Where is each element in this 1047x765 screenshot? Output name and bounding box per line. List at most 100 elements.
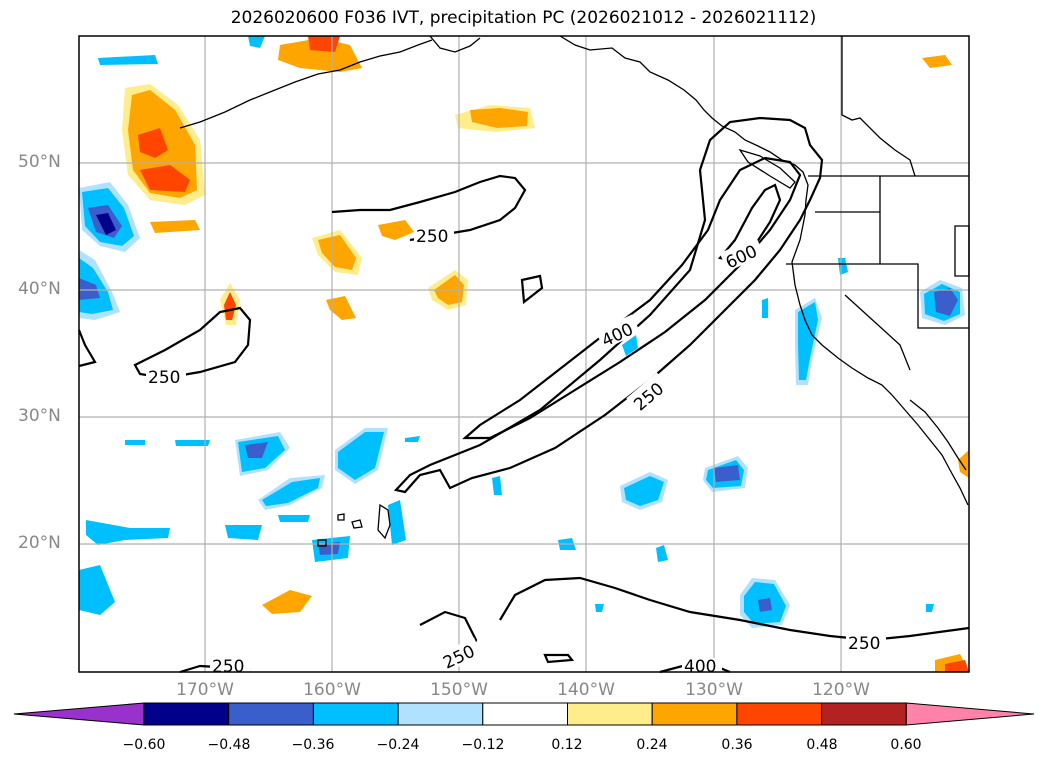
alaska-bc-border [841,36,916,177]
positive-patch [326,296,356,320]
colorbar-segment [821,702,907,726]
positive-patch [958,450,969,478]
colorbar-tick-label: −0.12 [461,737,505,753]
lon-label-150w: 150°W [430,680,488,700]
ivt-contour-250 [543,653,575,664]
negative-patch [926,604,934,612]
lon-label-120w: 120°W [812,680,870,700]
hawaii-island [337,513,345,521]
ivt-contour-250 [331,174,527,242]
negative-patch [798,302,818,380]
ivt-contour-250 [520,274,544,305]
negative-patch [624,476,664,506]
lon-label-130w: 130°W [685,680,743,700]
baja-coast [891,394,969,506]
negative-patch [492,476,502,495]
hawaii-island [317,539,327,547]
map-border [78,35,970,673]
map-title: 2026020600 F036 IVT, precipitation PC (2… [230,8,817,28]
colorbar-segment [736,702,823,726]
contour-label-250: 250 [212,657,244,677]
state-border [786,263,969,329]
negative-patch [98,55,158,65]
ivt-contour-400 [462,156,802,440]
positive-patch [140,165,190,192]
colorbar-tick-label: 0.12 [551,737,583,753]
negative-patch [714,465,740,482]
lat-label-30n: 30°N [18,406,61,426]
negative-patch [175,440,210,446]
colorbar-segment [482,702,568,726]
us-west-coast [791,214,893,396]
lat-label-40n: 40°N [18,279,61,299]
colorbar-segment [312,702,399,726]
contour-label-400: 400 [684,657,716,677]
colorbar-tick-label: 0.48 [806,737,838,753]
positive-patch [224,292,236,320]
lat-label-20n: 20°N [18,533,61,553]
lon-label-160w: 160°W [303,680,361,700]
negative-anomaly-patches [79,36,965,628]
lat-label-50n: 50°N [18,152,61,172]
colorbar-tick-label: 0.24 [636,737,668,753]
colorbar-extend-high [905,702,1035,726]
alaska-coast [559,35,736,133]
lon-label-170w: 170°W [176,680,234,700]
colorbar-segment [651,702,738,726]
negative-patch [125,440,145,445]
alaska-coast [429,35,481,53]
negative-patch [245,442,268,458]
colorbar-segment [567,702,653,726]
negative-patch [248,36,265,48]
contour-label-250: 250 [848,634,880,654]
colorbar-tick-label: −0.24 [376,737,420,753]
positive-patch [945,660,969,672]
negative-patch [79,278,100,300]
colorbar [13,702,1035,726]
positive-patch [262,590,312,614]
positive-patch [150,220,200,233]
colorbar-tick-label: −0.60 [122,737,166,753]
negative-patch [762,298,768,318]
negative-patch [595,604,604,612]
negative-patch [405,436,420,442]
colorbar-tick-label: 0.36 [721,737,753,753]
colorbar-tick-label: −0.36 [291,737,335,753]
colorbar-segment [397,702,484,726]
colorbar-segment [228,702,314,726]
positive-patch [470,108,528,128]
positive-patch [922,55,952,68]
colorbar-tick-label: 0.60 [890,737,922,753]
negative-patch [278,515,310,522]
positive-patch [308,36,340,52]
baja-inner-coast [909,399,967,471]
colorbar-tick-label: −0.48 [207,737,251,753]
negative-patch [262,478,320,506]
hawaii-island [377,503,391,540]
negative-patch [758,598,772,612]
colorbar-extend-low [13,702,145,726]
negative-patch [622,335,638,356]
contour-label-250: 250 [416,227,448,247]
state-border [844,294,911,371]
positive-patch [318,235,356,270]
positive-patch [278,38,362,72]
negative-patch [86,520,170,545]
positive-patch [138,128,168,158]
negative-patch [338,432,384,480]
aleutian-coast [179,39,433,129]
ivt-contour-250 [77,329,97,368]
positive-patch [378,220,414,240]
negative-patch [388,500,406,545]
negative-patch [79,565,115,615]
negative-patch [318,542,340,555]
negative-patch [934,288,958,316]
negative-patch [225,525,262,540]
contour-label-250: 250 [148,368,180,388]
negative-patch [96,213,116,235]
graticule [79,36,969,672]
negative-patch [656,545,668,562]
hawaii-island [351,519,363,529]
lon-label-140w: 140°W [557,680,615,700]
